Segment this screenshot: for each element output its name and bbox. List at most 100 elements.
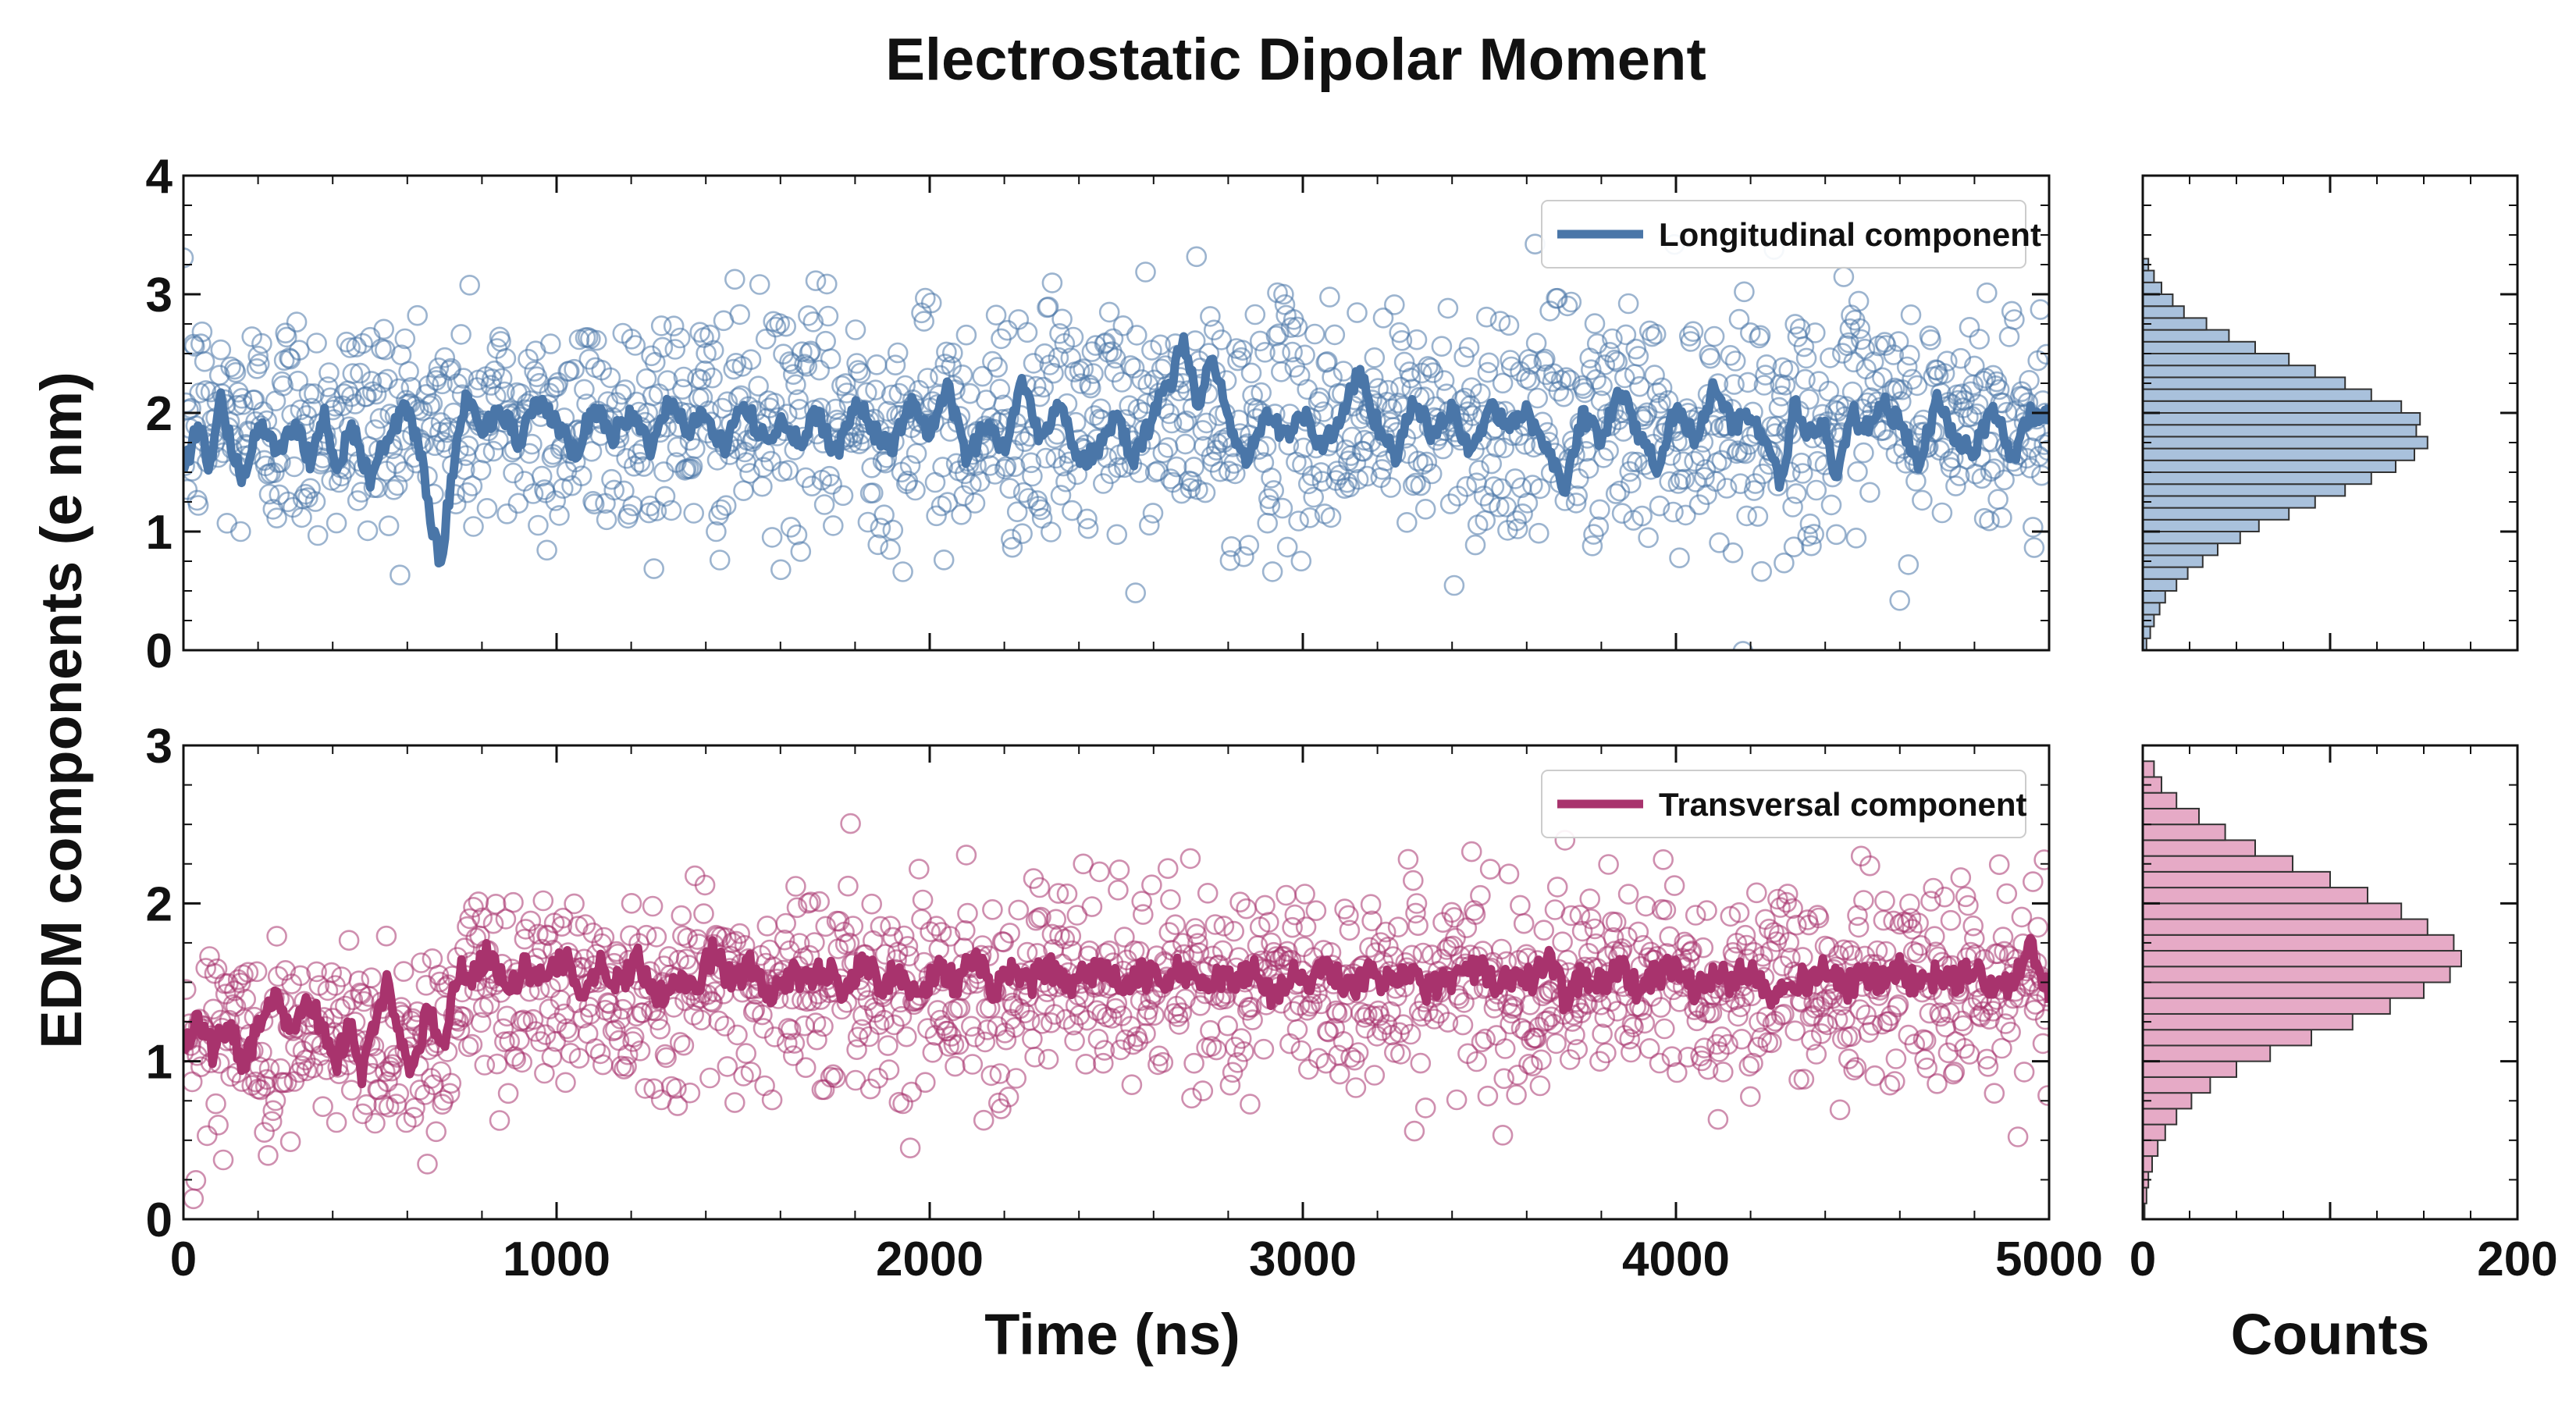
scatter-point — [964, 1026, 986, 1048]
scatter-point — [1605, 483, 1627, 504]
scatter-point — [440, 1072, 462, 1094]
scatter-point — [1476, 306, 1497, 328]
scatter-point — [1324, 324, 1346, 346]
scatter-point — [459, 908, 481, 930]
scatter-point — [1829, 1099, 1851, 1121]
scatter-point — [1950, 347, 1972, 369]
scatter-point — [1743, 480, 1765, 501]
scatter-point — [735, 1043, 757, 1064]
scatter-point — [348, 970, 370, 991]
scatter-point — [1747, 506, 1769, 527]
scatter-point — [866, 354, 888, 375]
scatter-point — [518, 443, 540, 464]
scatter-point — [1988, 379, 2010, 400]
scatter-point — [724, 1092, 745, 1113]
scatter-point — [1217, 1015, 1238, 1037]
scatter-point — [945, 1055, 966, 1077]
hist-bar — [2142, 1139, 2159, 1158]
scatter-point — [183, 979, 197, 1000]
scatter-point — [734, 934, 756, 956]
scatter-point — [1661, 1046, 1683, 1067]
scatter-point — [1317, 350, 1338, 372]
scatter-point — [1221, 535, 1242, 557]
scatter-point — [1902, 368, 1923, 390]
hist-bar — [2142, 388, 2372, 402]
scatter-point — [683, 503, 705, 524]
scatter-point — [952, 364, 973, 386]
scatter-point — [342, 363, 364, 384]
scatter-point — [635, 1078, 656, 1099]
scatter-point — [756, 916, 778, 937]
scatter-point — [1908, 912, 1929, 934]
scatter-point — [374, 1061, 396, 1083]
scatter-point — [1364, 347, 1386, 368]
scatter-point — [1605, 912, 1627, 933]
scatter-point — [1738, 434, 1760, 455]
scatter-point — [1674, 468, 1695, 490]
hist-bar — [2142, 839, 2256, 857]
y-tick-label: 1 — [146, 506, 173, 560]
scatter-point — [1853, 890, 1874, 911]
scatter-point — [1767, 888, 1788, 910]
scatter-point — [1697, 1058, 1719, 1080]
scatter-point — [1991, 1037, 2012, 1059]
scatter-point — [1108, 880, 1129, 901]
scatter-point — [1339, 919, 1361, 941]
hist-bar — [2142, 934, 2455, 952]
scatter-point — [1064, 1030, 1085, 1051]
scatter-point — [1531, 1049, 1552, 1071]
scatter-point — [763, 393, 785, 414]
scatter-point — [1397, 511, 1418, 533]
scatter-point — [422, 393, 443, 414]
scatter-point — [699, 324, 720, 346]
scatter-point — [991, 1098, 1012, 1119]
scatter-point — [1896, 356, 1918, 378]
scatter-point — [361, 371, 382, 392]
scatter-point — [694, 360, 716, 382]
scatter-point — [821, 474, 842, 495]
scatter-point — [1872, 367, 1893, 389]
scatter-point — [1945, 475, 1966, 496]
scatter-point — [1062, 326, 1084, 348]
scatter-point — [752, 475, 773, 497]
legend: Longitudinal component — [1541, 200, 2041, 269]
scatter-point — [823, 1064, 844, 1086]
scatter-point — [949, 998, 971, 1019]
scatter-point — [1916, 1057, 1937, 1079]
scatter-point — [1166, 456, 1187, 478]
scatter-point — [727, 1024, 748, 1046]
scatter-point — [1361, 910, 1382, 932]
scatter-point — [1355, 1018, 1376, 1039]
scatter-point — [1770, 385, 1792, 407]
scatter-point — [1550, 369, 1572, 391]
scatter-point — [1843, 351, 1864, 373]
scatter-point — [653, 461, 674, 482]
scatter-point — [1884, 1071, 1905, 1092]
scatter-point — [1272, 497, 1293, 519]
scatter-point — [479, 994, 500, 1015]
scatter-point — [893, 925, 915, 947]
scatter-point — [1636, 402, 1658, 424]
scatter-point — [423, 1074, 444, 1096]
scatter-point — [1751, 1027, 1772, 1048]
hist-bar — [2142, 823, 2226, 841]
scatter-point — [1126, 325, 1147, 346]
scatter-point — [1778, 931, 1800, 953]
scatter-point — [1525, 333, 1547, 354]
scatter-point — [1619, 1028, 1640, 1050]
scatter-point — [1230, 1028, 1252, 1049]
scatter-point — [909, 859, 930, 880]
scatter-point — [383, 478, 404, 500]
scatter-point — [503, 891, 524, 913]
scatter-point — [496, 1005, 518, 1027]
scatter-point — [1552, 931, 1573, 952]
scatter-point — [1456, 475, 1478, 497]
scatter-point — [961, 1016, 982, 1037]
scatter-point — [649, 1019, 671, 1040]
scatter-point — [196, 1125, 218, 1147]
scatter-point — [1493, 1068, 1514, 1090]
scatter-point — [550, 990, 571, 1011]
scatter-point — [1977, 1056, 1999, 1077]
scatter-point — [1875, 941, 1897, 962]
scatter-point — [1581, 359, 1602, 381]
